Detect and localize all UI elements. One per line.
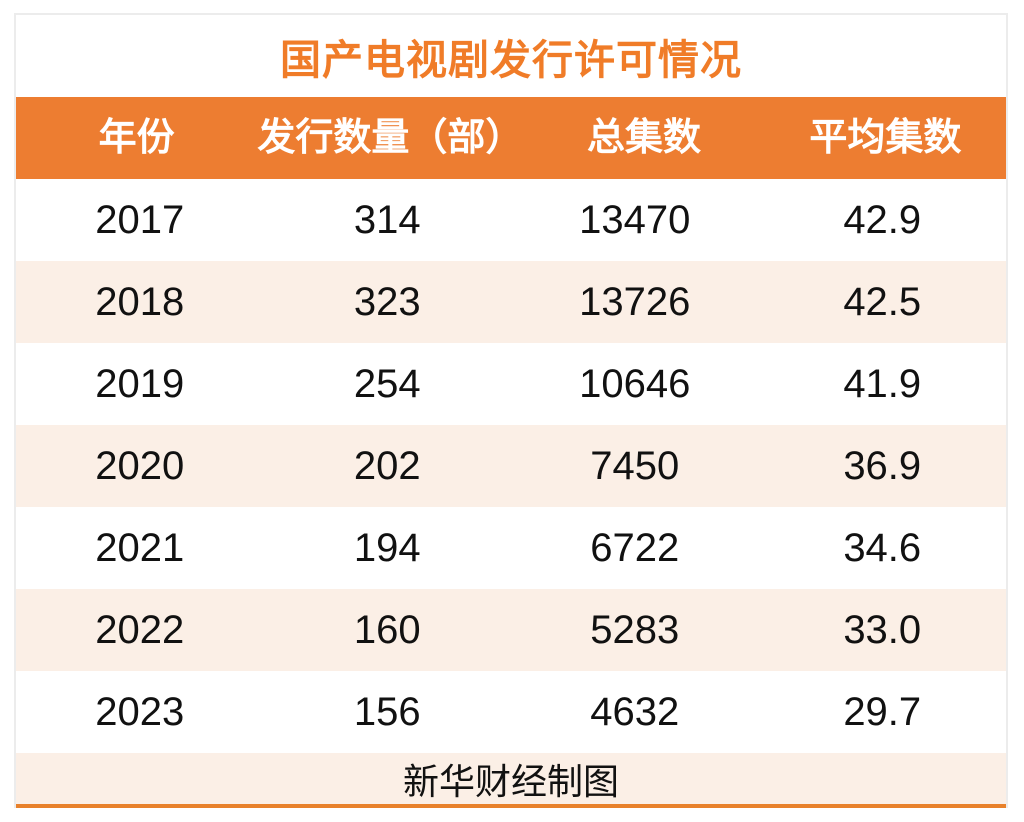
table-row-2022: 2022 160 5283 33.0 — [16, 589, 1006, 671]
year-cell: 2019 — [95, 362, 185, 406]
column-header-total-episodes: 总集数 — [587, 117, 702, 159]
source-credit: 新华财经制图 — [16, 753, 1006, 804]
table-row-2018: 2018 323 13726 42.5 — [16, 261, 1006, 343]
year-cell: 2018 — [95, 280, 185, 324]
average-episodes-cell: 42.9 — [843, 198, 922, 242]
table-card: 国产电视剧发行许可情况 年份 发行数量（部） 总集数 平均集数 2017 314… — [14, 13, 1008, 808]
total-episodes-cell: 5283 — [590, 608, 680, 652]
average-episodes-cell: 33.0 — [843, 608, 922, 652]
total-episodes-cell: 13726 — [579, 280, 691, 324]
year-cell: 2023 — [95, 690, 185, 734]
table-row-2021: 2021 194 6722 34.6 — [16, 507, 1006, 589]
table-row-2020: 2020 202 7450 36.9 — [16, 425, 1006, 507]
column-header-average-episodes: 平均集数 — [809, 117, 962, 159]
column-header-year: 年份 — [98, 117, 175, 159]
page-title: 国产电视剧发行许可情况 — [280, 37, 742, 83]
bottom-accent-line — [16, 804, 1006, 808]
year-cell: 2021 — [95, 526, 185, 570]
average-episodes-cell: 29.7 — [843, 690, 922, 734]
year-cell: 2017 — [95, 198, 185, 242]
total-episodes-cell: 6722 — [590, 526, 680, 570]
average-episodes-cell: 42.5 — [843, 280, 922, 324]
release-count-cell: 314 — [353, 198, 421, 242]
average-episodes-cell: 34.6 — [843, 526, 922, 570]
total-episodes-cell: 10646 — [579, 362, 691, 406]
total-episodes-cell: 7450 — [590, 444, 680, 488]
table-row-2019: 2019 254 10646 41.9 — [16, 343, 1006, 425]
release-count-cell: 202 — [353, 444, 421, 488]
table-row-2017: 2017 314 13470 42.9 — [16, 179, 1006, 261]
column-header-release-count: 发行数量（部） — [257, 117, 524, 159]
year-cell: 2020 — [95, 444, 185, 488]
release-count-cell: 254 — [353, 362, 421, 406]
total-episodes-cell: 4632 — [590, 690, 680, 734]
release-count-cell: 194 — [353, 526, 421, 570]
average-episodes-cell: 36.9 — [843, 444, 922, 488]
table-header-row: 年份 发行数量（部） 总集数 平均集数 — [16, 97, 1006, 179]
release-count-cell: 323 — [353, 280, 421, 324]
release-count-cell: 156 — [353, 690, 421, 734]
year-cell: 2022 — [95, 608, 185, 652]
average-episodes-cell: 41.9 — [843, 362, 922, 406]
release-count-cell: 160 — [353, 608, 421, 652]
total-episodes-cell: 13470 — [579, 198, 691, 242]
table-row-2023: 2023 156 4632 29.7 — [16, 671, 1006, 753]
